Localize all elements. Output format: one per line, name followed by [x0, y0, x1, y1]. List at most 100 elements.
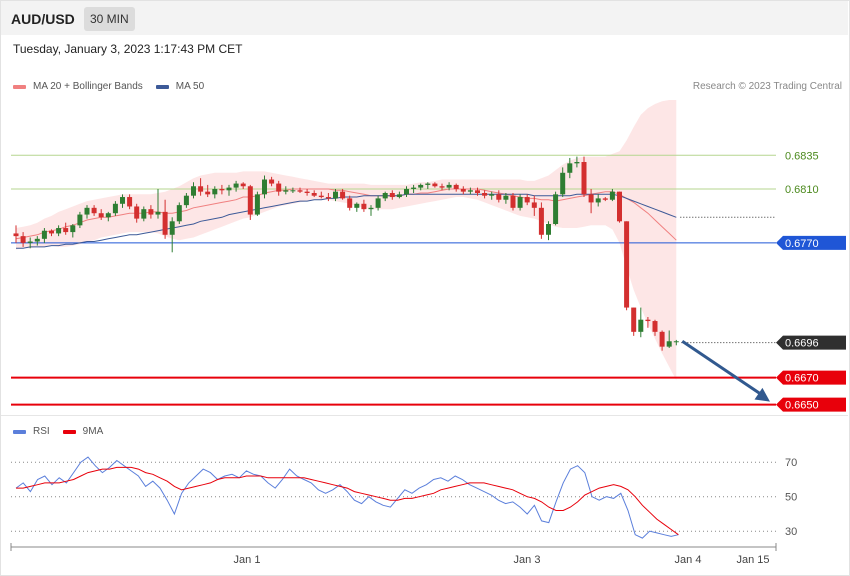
candle-body — [489, 194, 495, 196]
candle — [290, 187, 296, 193]
candle — [105, 211, 111, 222]
candle-body — [404, 188, 409, 195]
candle-body — [546, 224, 551, 235]
candle-body — [205, 191, 211, 195]
candle-body — [418, 184, 424, 188]
candle-body — [120, 197, 125, 204]
rsi-tick-label: 70 — [785, 457, 797, 469]
candle — [453, 183, 459, 192]
candle — [574, 156, 580, 168]
candle — [127, 194, 133, 210]
legend-label-9ma: 9MA — [82, 426, 104, 437]
candle — [361, 199, 367, 212]
candle — [389, 190, 395, 200]
candle — [169, 217, 175, 253]
candle — [98, 209, 104, 220]
candle — [517, 194, 523, 211]
candle-body — [262, 179, 267, 195]
candle — [77, 211, 83, 229]
candle-body — [304, 191, 310, 193]
ma50-line — [16, 193, 677, 249]
candle — [333, 188, 338, 202]
candle — [482, 190, 488, 199]
candle — [183, 193, 189, 208]
candle — [269, 176, 275, 187]
candle-body — [269, 179, 275, 184]
candle — [120, 194, 125, 208]
candle — [631, 307, 637, 336]
candle — [382, 191, 388, 202]
candle — [112, 201, 118, 216]
candle-body — [389, 193, 395, 198]
candle — [254, 191, 260, 216]
candle-body — [496, 194, 502, 200]
candle — [198, 178, 204, 196]
candle-body — [169, 221, 175, 235]
candle — [581, 156, 587, 198]
9ma-swatch — [62, 429, 76, 434]
candle-body — [333, 191, 338, 199]
candle — [467, 187, 473, 195]
candle — [531, 195, 537, 216]
candle — [588, 188, 594, 214]
candle — [609, 188, 615, 202]
candle-body — [595, 198, 601, 203]
candle-body — [162, 211, 168, 235]
candle-body — [198, 186, 204, 192]
candle-body — [503, 195, 509, 200]
candle — [460, 186, 466, 195]
candle-body — [361, 203, 367, 210]
candle — [503, 193, 509, 204]
candle — [602, 197, 608, 202]
candle — [347, 195, 353, 211]
candle-body — [453, 184, 459, 189]
candle-body — [155, 211, 161, 215]
candle-body — [659, 331, 665, 347]
candle-body — [432, 183, 438, 187]
candle-body — [226, 187, 232, 191]
candle-body — [247, 186, 253, 215]
rsi-tick-label: 30 — [785, 526, 797, 538]
legend-item-rsi: RSI — [13, 426, 50, 437]
candle — [489, 191, 495, 200]
candle — [673, 339, 679, 346]
candle-body — [141, 209, 147, 219]
candle — [91, 205, 97, 216]
candle-body — [127, 197, 133, 207]
ma20-line — [15, 188, 677, 241]
candle-body — [475, 190, 480, 193]
candle-body — [325, 197, 331, 199]
candle-body — [311, 193, 317, 196]
candle-body — [84, 207, 90, 215]
x-tick-label: Jan 1 — [234, 554, 261, 566]
candle-body — [27, 241, 33, 243]
candle — [375, 195, 381, 211]
candle-body — [219, 188, 225, 191]
level-label-0.6835: 0.6835 — [785, 150, 819, 162]
candle — [141, 206, 147, 222]
candle-body — [574, 162, 580, 164]
legend-label-rsi: RSI — [33, 426, 50, 437]
candle — [446, 182, 452, 191]
candle-body — [517, 197, 523, 208]
rsi-swatch — [13, 429, 26, 434]
timeframe-button[interactable]: 30 MIN — [84, 7, 135, 31]
candle-body — [602, 198, 608, 200]
candle — [148, 205, 154, 219]
candle — [432, 182, 438, 188]
candle-body — [91, 207, 97, 214]
candle-body — [510, 195, 516, 208]
candle-body — [439, 186, 445, 188]
candle — [425, 182, 431, 189]
candle-body — [538, 207, 544, 235]
x-tick-label: Jan 3 — [514, 554, 541, 566]
candle — [368, 205, 374, 216]
ma20-swatch — [13, 84, 26, 89]
candle — [560, 167, 566, 198]
legend-label-ma20: MA 20 + Bollinger Bands — [33, 81, 143, 92]
header-bar: AUD/USD 30 MIN — [1, 1, 848, 35]
candle-body — [283, 190, 289, 192]
x-tick-label: Jan 15 — [736, 554, 769, 566]
rsi-line — [15, 456, 679, 539]
